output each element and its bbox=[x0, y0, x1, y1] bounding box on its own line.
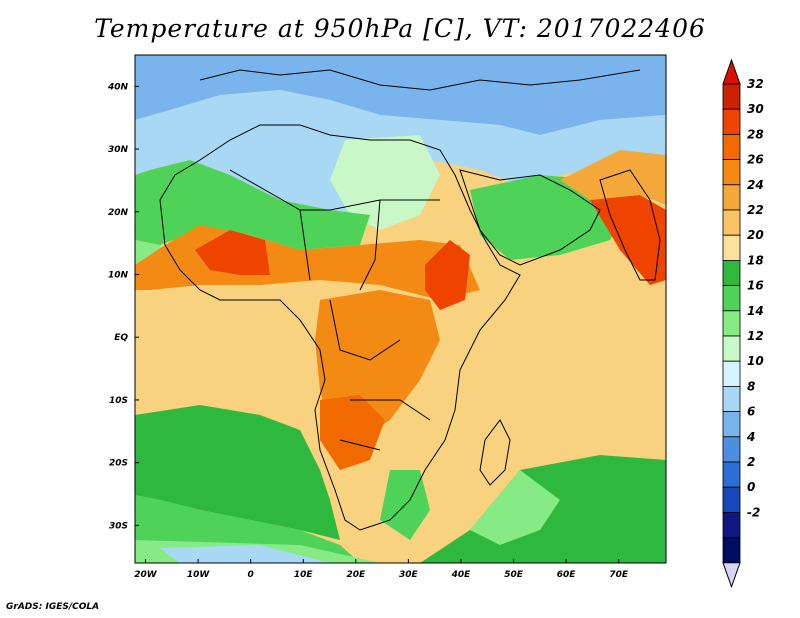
colorbar-under-triangle bbox=[722, 562, 741, 589]
colorbar-label: 14 bbox=[747, 304, 764, 318]
indian-ocean-light-field bbox=[470, 470, 560, 545]
colorbar-label: -2 bbox=[747, 505, 760, 519]
colorbar-swatch bbox=[722, 285, 741, 312]
colorbar-label: 32 bbox=[747, 77, 764, 91]
lat-tick-label: 30N bbox=[108, 145, 129, 155]
colorbar-label: 30 bbox=[747, 102, 764, 116]
colorbar-label: 8 bbox=[747, 379, 755, 393]
latitude-axis: 40N 30N 20N 10N EQ 10S 20S 30S bbox=[107, 82, 139, 531]
india-warm-field bbox=[560, 150, 666, 205]
colorbar-swatch bbox=[722, 335, 741, 362]
colorbar-swatch bbox=[722, 436, 741, 463]
colorbar-swatch bbox=[722, 184, 741, 211]
lat-tick-label: 20S bbox=[109, 459, 128, 469]
colorbar-label: 24 bbox=[747, 178, 764, 192]
lon-tick-label: 60E bbox=[557, 570, 577, 580]
lat-tick-label: 10N bbox=[108, 271, 129, 281]
lat-tick-label: EQ bbox=[114, 333, 128, 343]
arabia-coastline bbox=[459, 169, 601, 266]
colorbar-swatch bbox=[722, 83, 741, 110]
colorbar-swatch bbox=[722, 537, 741, 564]
colorbar-label: 10 bbox=[747, 354, 764, 368]
lon-tick-label: 40E bbox=[451, 570, 472, 580]
colorbar-swatch bbox=[722, 209, 741, 236]
colorbar-label: 16 bbox=[747, 279, 764, 293]
lat-tick-label: 10S bbox=[109, 396, 128, 406]
lon-tick-label: 10E bbox=[294, 570, 314, 580]
europe-coastline bbox=[199, 69, 641, 91]
colorbar-over-triangle bbox=[722, 58, 741, 85]
lon-tick-label: 30E bbox=[399, 570, 419, 580]
colorbar-label: 0 bbox=[747, 480, 755, 494]
longitude-axis: 20W 10W 0 10E 20E 30E 40E 50E 60E 70E bbox=[134, 559, 629, 580]
lon-tick-label: 50E bbox=[504, 570, 524, 580]
colorbar-label: 20 bbox=[747, 228, 764, 242]
india-coastline bbox=[599, 169, 661, 281]
africa-coastline bbox=[159, 124, 521, 531]
colorbar-swatch bbox=[722, 486, 741, 513]
colorbar-swatch bbox=[722, 234, 741, 261]
colorbar-swatch bbox=[722, 310, 741, 337]
lat-tick-label: 30S bbox=[109, 521, 128, 531]
colorbar-label: 28 bbox=[747, 127, 764, 141]
sahara-cool-field bbox=[330, 135, 440, 230]
colorbar-swatch bbox=[722, 461, 741, 488]
colorbar-label: 4 bbox=[746, 430, 755, 444]
lon-tick-label: 20W bbox=[134, 570, 158, 580]
madagascar-coastline bbox=[479, 419, 511, 486]
kalahari-hot-field bbox=[320, 395, 385, 470]
map-title: Temperature at 950hPa [C], VT: 201702240… bbox=[94, 14, 706, 43]
colorbar-swatch bbox=[722, 411, 741, 438]
lon-tick-label: 10W bbox=[187, 570, 211, 580]
colorbar-label: 2 bbox=[747, 455, 755, 469]
nw-green-field bbox=[135, 160, 370, 250]
colorbar-label: 12 bbox=[747, 329, 764, 343]
north-cold-field bbox=[135, 55, 666, 135]
colorbar-swatch bbox=[722, 385, 741, 412]
lat-tick-label: 20N bbox=[108, 208, 129, 218]
colorbar-label: 22 bbox=[747, 203, 764, 217]
ethiopia-hot-field bbox=[425, 240, 470, 310]
colorbar-label: 18 bbox=[747, 253, 764, 267]
map-panel bbox=[135, 55, 666, 563]
country-borders bbox=[229, 169, 440, 451]
colorbar-swatch bbox=[722, 259, 741, 286]
southern-ocean-blue-field bbox=[160, 545, 330, 563]
colorbar-swatch bbox=[722, 159, 741, 186]
colorbar-swatch bbox=[722, 360, 741, 387]
lon-tick-label: 20E bbox=[346, 570, 366, 580]
lon-tick-label: 70E bbox=[609, 570, 629, 580]
colorbar-label: 26 bbox=[747, 153, 764, 167]
india-hot-field bbox=[590, 195, 666, 285]
grads-credit: GrADS: IGES/COLA bbox=[6, 602, 100, 612]
lon-tick-label: 0 bbox=[248, 570, 254, 580]
colorbar-swatch bbox=[722, 108, 741, 135]
mali-hot-field bbox=[195, 230, 270, 275]
south-atlantic-green-field bbox=[135, 405, 340, 540]
lat-tick-label: 40N bbox=[107, 82, 129, 92]
temperature-map-figure: 40N 30N 20N 10N EQ 10S 20S 30S 20W 10W 0 10E 20E 30E… bbox=[107, 54, 764, 589]
coastlines bbox=[159, 69, 661, 531]
map-frame bbox=[134, 54, 667, 564]
colorbar-swatch bbox=[722, 512, 741, 539]
colorbar-swatch bbox=[722, 133, 741, 160]
colorbar-label: 6 bbox=[747, 405, 755, 419]
